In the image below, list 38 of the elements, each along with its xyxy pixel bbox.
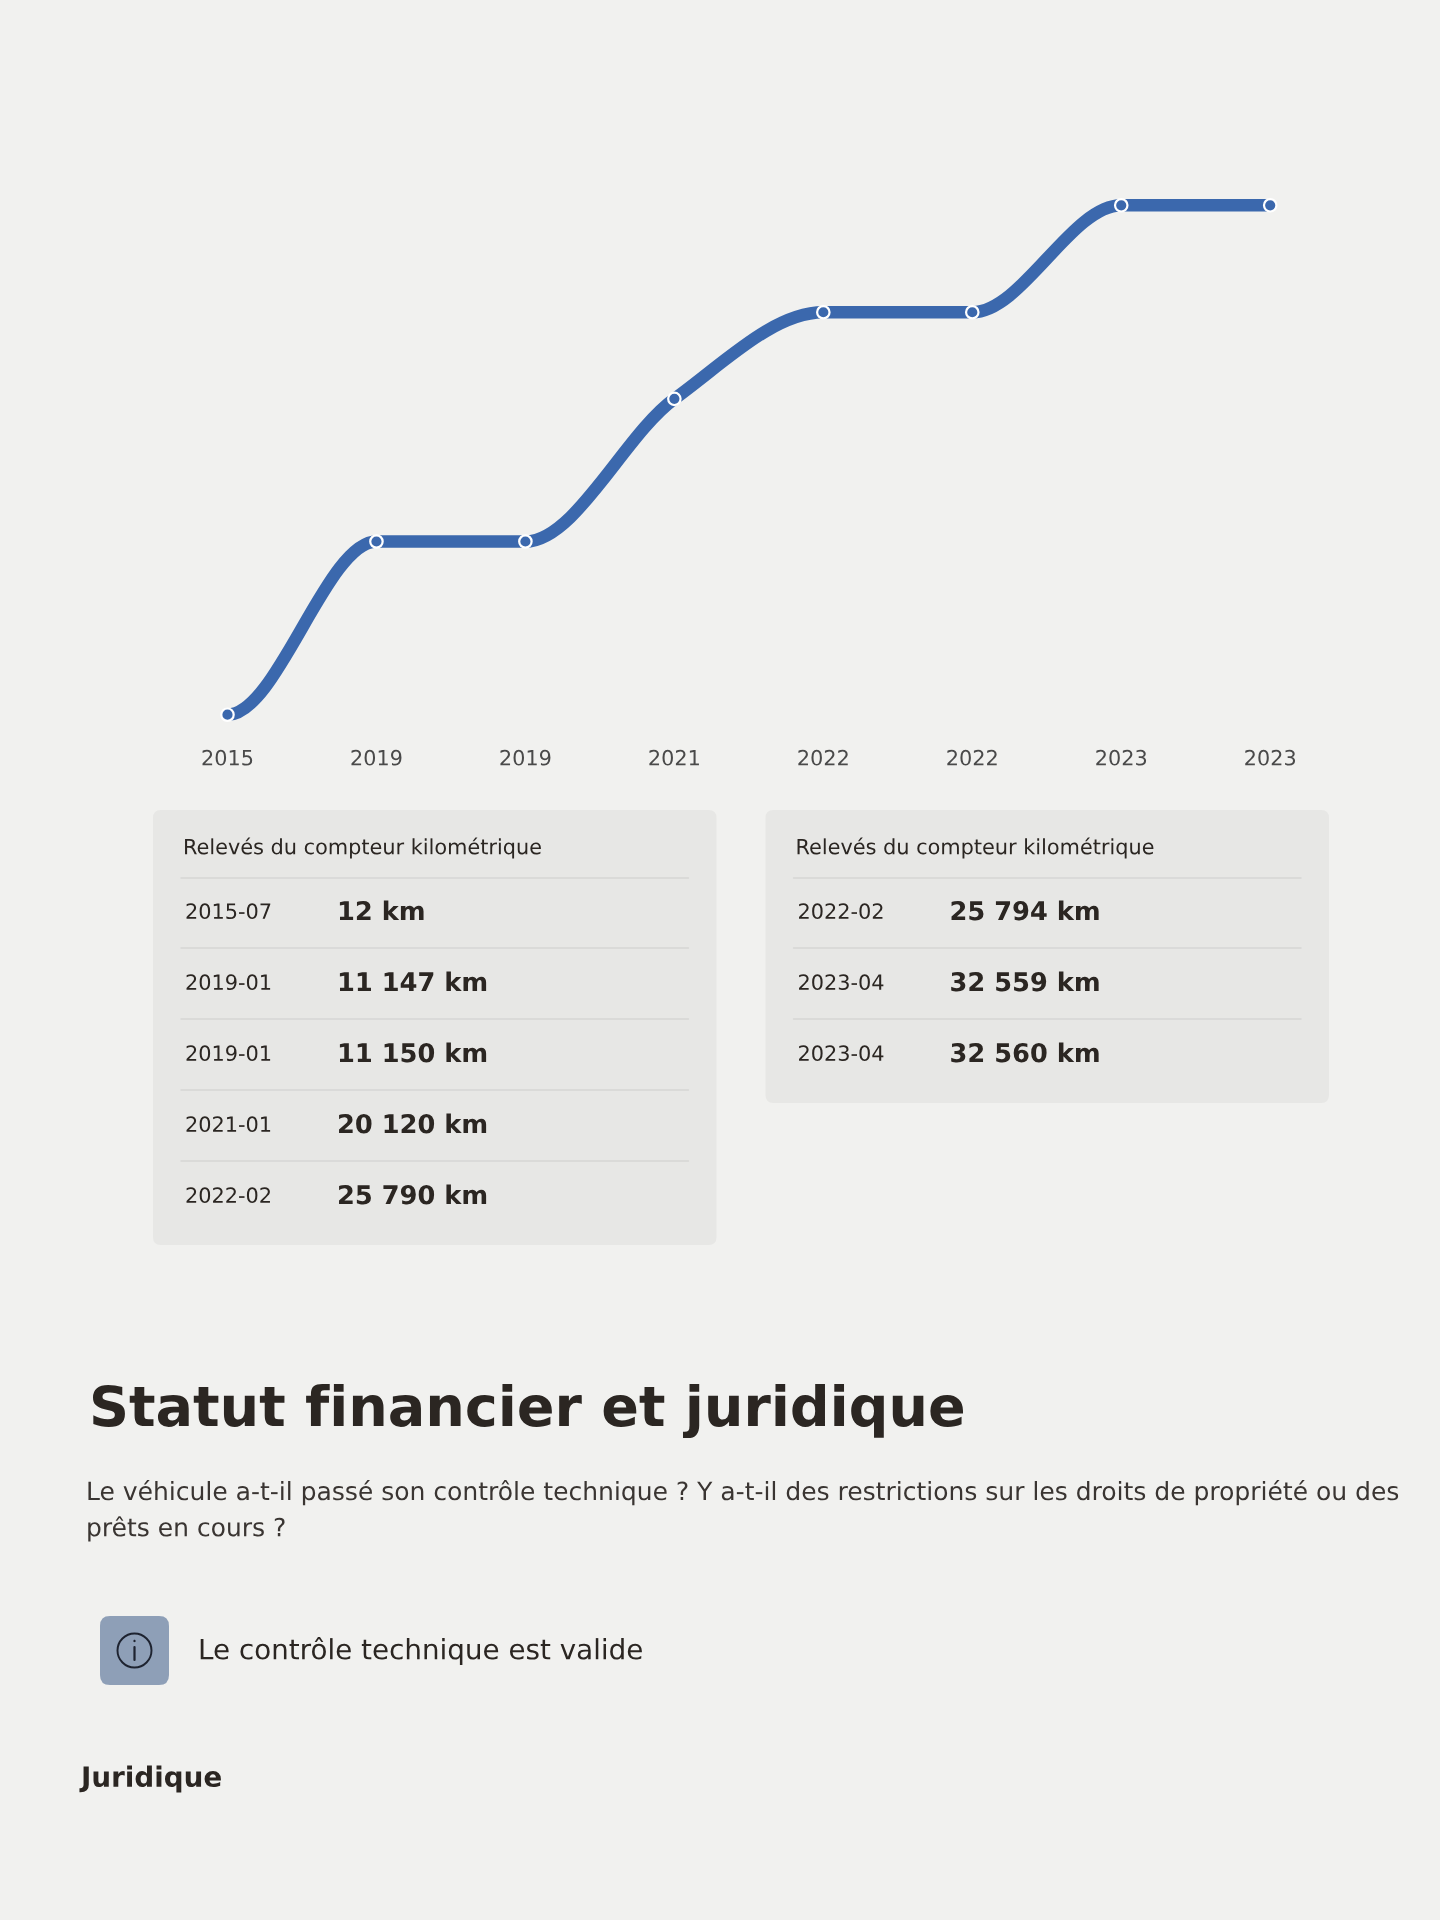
text: 32 560 km <box>951 1042 1099 1063</box>
x-tick-label: 2022 <box>798 749 848 766</box>
text: 2021-01 <box>186 1116 271 1133</box>
point <box>1113 197 1129 213</box>
point <box>518 534 533 549</box>
x-tick-label: 2023 <box>1245 749 1296 766</box>
point <box>667 391 682 407</box>
point <box>964 304 980 320</box>
text: 25 790 km <box>339 1184 487 1205</box>
text: 32 559 km <box>951 971 1099 992</box>
x-tick-label: 2019 <box>500 749 551 766</box>
text: 11 150 km <box>339 1042 487 1063</box>
text: 2023-04 <box>799 1045 884 1062</box>
text: Relevés du compteur kilométrique <box>185 837 541 859</box>
text: 20 120 km <box>339 1113 487 1134</box>
text: 2019-01 <box>186 974 271 991</box>
x-tick-label: 2019 <box>351 749 402 766</box>
text: Le véhicule a-t-il passé son contrôle technique ? Y a-t-il des restrictions sur les droits de propriété ou des prêts en cours ? <box>88 1480 1399 1542</box>
x-tick-label: 2015 <box>202 749 253 766</box>
text: Juridique <box>79 1765 221 1793</box>
text: 2022-02 <box>799 903 883 920</box>
point <box>1262 197 1278 213</box>
text: 2023-04 <box>799 974 884 991</box>
text: 2019-01 <box>186 1045 271 1062</box>
x-tick-label: 2022 <box>947 749 997 766</box>
x-tick-label: 2021 <box>649 749 699 766</box>
text: 11 147 km <box>339 971 487 992</box>
point <box>816 304 831 320</box>
point <box>369 534 384 549</box>
text: Statut financier et juridique <box>92 1383 963 1439</box>
text: 12 km <box>339 900 424 921</box>
text: Le contrôle technique est valide <box>200 1637 642 1665</box>
point <box>220 707 235 723</box>
text: Relevés du compteur kilométrique <box>797 837 1154 859</box>
text: 25 794 km <box>951 900 1099 921</box>
x-tick-label: 2023 <box>1096 749 1147 766</box>
text: 2015-07 <box>186 903 271 920</box>
text: 2022-02 <box>186 1187 270 1204</box>
